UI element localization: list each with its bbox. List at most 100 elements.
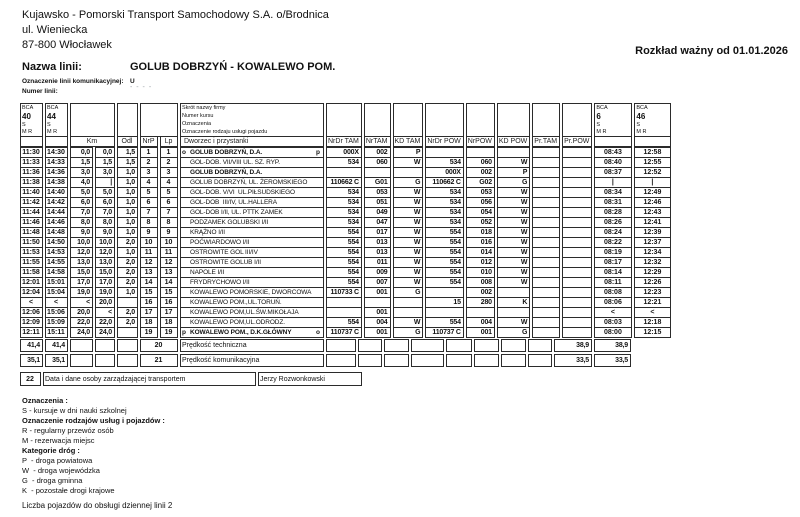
stop-name: POĆWIARDOWO I/II (190, 239, 250, 246)
stop-name: GOL-DOB. V/VI UL.PIŁSUDSKIEGO (190, 189, 296, 196)
cell-r2: 12:49 (634, 188, 672, 198)
cell-np: 002 (465, 168, 495, 178)
cell-station: OSTROWITE GOLUB I/II (180, 258, 324, 268)
table-cell (528, 354, 552, 367)
cell-np: 014 (465, 248, 495, 258)
cell-r1: 08:17 (594, 258, 633, 268)
table-cell (70, 339, 93, 352)
cell-nt: 047 (363, 218, 391, 228)
table-cell (95, 339, 115, 352)
line-number-label: Numer linii: (22, 88, 58, 95)
col-header-nrpow: NrPOW (465, 137, 495, 147)
summary-row: 41,4 41,4 20 Prędkość techniczna 38,9 38,9 (20, 339, 631, 352)
cell-r1: 08:11 (594, 278, 633, 288)
corner-line: 44 (47, 111, 56, 121)
cell-kdp: G (496, 328, 531, 338)
cell-ndt: 534 (326, 188, 362, 198)
cell-station: FRYDRYCHOWO I/II (180, 278, 324, 288)
stop-row: 11:36 14:36 3,0 3,0 1,0 3 3 GOLUB DOBRZYŃ, D.A.… (20, 168, 672, 178)
cell-lp: 9 (160, 228, 178, 238)
cell-np: 004 (465, 318, 495, 328)
table-cell (117, 354, 138, 367)
cell-odl: 1,0 (117, 208, 138, 218)
cell-ndp: 000X (425, 168, 464, 178)
corner-line: S (636, 121, 641, 128)
cell-r2: 12:43 (634, 208, 672, 218)
cell-prt (532, 258, 561, 268)
table-cell (474, 339, 499, 352)
cell-nt: 001 (363, 328, 391, 338)
cell-lp: 11 (160, 248, 178, 258)
table-cell (358, 354, 382, 367)
cell-kdt: W (392, 318, 424, 328)
cell-t1: 11:58 (20, 268, 43, 278)
cell-odl: 1,0 (117, 178, 138, 188)
cell-np: 018 (465, 228, 495, 238)
table-cell (95, 354, 115, 367)
stop-marker-left: o (182, 149, 186, 156)
cell-nt: 013 (363, 248, 391, 258)
cell-nrp: 15 (140, 288, 158, 298)
stop-name: KOWALEWO POM,UL.ŚW.MIKOŁAJA (190, 309, 299, 316)
cell-t2: 14:50 (45, 238, 68, 248)
cell-km1: 1,5 (70, 158, 93, 168)
table-cell (20, 137, 43, 147)
cell-km2: 0,0 (95, 147, 115, 158)
cell-r2: 12:15 (634, 328, 672, 338)
station-header-line: Numer kursu (182, 113, 214, 119)
cell-np: 060 (465, 158, 495, 168)
cell-station: o GOLUB DOBRZYŃ, D.A. p (180, 147, 324, 158)
cell-nrp: 10 (140, 238, 158, 248)
corner-line: 40 (22, 111, 31, 121)
cell-kdt (392, 308, 424, 318)
corner-line: 46 (636, 111, 646, 121)
cell-odl: 1,0 (117, 218, 138, 228)
stop-row: 11:53 14:53 12,0 12,0 1,0 11 11 OSTROWITE GOL I… (20, 248, 672, 258)
cell-prt (532, 188, 561, 198)
cell-lp: 1 (160, 147, 178, 158)
cell-r2: 12:26 (634, 278, 672, 288)
stop-row: 12:09 15:09 22,0 22,0 2,0 18 18 KOWALEWO POM,UL… (20, 318, 672, 328)
transport-manager-row: 22 Data i dane osoby zarządzającej transp… (18, 372, 364, 386)
cell-nrp: 3 (140, 168, 158, 178)
cell-t1: 12:06 (20, 308, 43, 318)
col-header-nrp: NrP (140, 137, 158, 147)
table-cell (326, 103, 362, 137)
cell-nrp: 12 (140, 258, 158, 268)
cell-ndp: 554 (425, 268, 464, 278)
cell-nt: 053 (363, 188, 391, 198)
company-street: ul. Wieniecka (22, 24, 88, 36)
col-header-km: Km (70, 137, 115, 147)
timetable-table: BCA 40 S M R BCA 44 S M R Skrót nazwy firmy Num… (18, 103, 673, 338)
cell-r1: 08:06 (594, 298, 633, 308)
table-cell (501, 339, 526, 352)
cell-np: 012 (465, 258, 495, 268)
cell-ndp: 554 (425, 248, 464, 258)
col-header-nrtam: NrTAM (363, 137, 391, 147)
table-cell (117, 103, 138, 137)
cell-nrp: 6 (140, 198, 158, 208)
stop-row: 12:11 15:11 24,0 24,0 19 19 p KOWALEWO POM., D.… (20, 328, 672, 338)
table-cell (411, 354, 444, 367)
cell-station: GOL-DOB. VII/VIII UL. SZ. RYP. (180, 158, 324, 168)
stop-name: KOWALEWO POM,UL.ODRODZ. (190, 319, 285, 326)
cell-prt (532, 198, 561, 208)
col-header-pr-pow: Pr.POW (562, 137, 593, 147)
cell-prp (562, 228, 593, 238)
cell-prt (532, 208, 561, 218)
cell-odl: 2,0 (117, 258, 138, 268)
cell-np (465, 147, 495, 158)
stop-name: NAPOLE I/II (190, 269, 225, 276)
cell-kdt: G (392, 328, 424, 338)
cell-t2: 15:04 (45, 288, 68, 298)
cell-nrp: 11 (140, 248, 158, 258)
cell-ndt: 534 (326, 158, 362, 168)
cell-km1: 6,0 (70, 198, 93, 208)
cell-r2: 12:34 (634, 248, 672, 258)
cell-prt (532, 298, 561, 308)
cell-np: 054 (465, 208, 495, 218)
cell-ndt: 534 (326, 218, 362, 228)
cell-prt (532, 328, 561, 338)
cell-kdt: P (392, 147, 424, 158)
table-cell (384, 354, 409, 367)
